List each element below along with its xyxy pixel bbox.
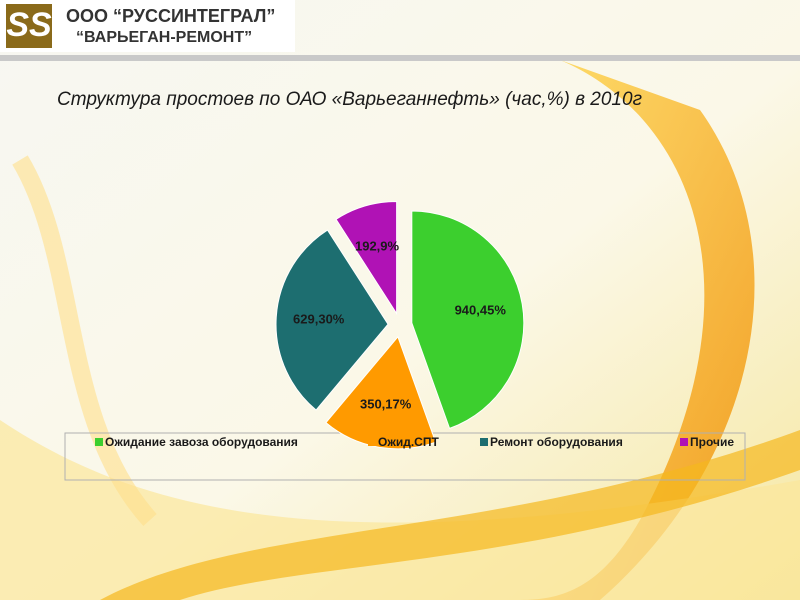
legend-swatch xyxy=(95,438,103,446)
pie-slice xyxy=(411,210,525,430)
legend-label: Ожид.СПТ xyxy=(378,435,439,449)
pie: 940,45% 350,17% 629,30% 192,9% xyxy=(275,200,525,450)
header-line xyxy=(0,55,800,61)
legend: Ожидание завоза оборудования Ожид.СПТ Ремо… xyxy=(95,435,734,449)
swirl xyxy=(100,430,800,600)
pie-slice xyxy=(335,200,398,316)
data-label: 192,9% xyxy=(355,238,400,253)
legend-label: Ожидание завоза оборудования xyxy=(105,435,298,449)
swirl xyxy=(12,155,157,527)
legend-label: Прочие xyxy=(690,435,734,449)
legend-swatch xyxy=(480,438,488,446)
data-label: 350,17% xyxy=(360,397,412,412)
logo-icon xyxy=(6,4,52,48)
logo-line1: ООО “РУССИНТЕГРАЛ” xyxy=(66,6,275,26)
chart-title: Структура простоев по ОАО «Варьеганнефть… xyxy=(57,89,642,110)
pie-slice xyxy=(325,335,437,450)
data-label: 940,45% xyxy=(455,303,507,318)
legend-swatch xyxy=(680,438,688,446)
logo-line2: “ВАРЬЕГАН-РЕМОНТ” xyxy=(76,29,252,46)
legend-label: Ремонт оборудования xyxy=(490,435,623,449)
pie-slice xyxy=(275,229,389,411)
legend-swatch xyxy=(368,438,376,446)
logo-mark: SS xyxy=(6,6,52,44)
data-label: 629,30% xyxy=(293,311,345,326)
swirl xyxy=(0,420,800,600)
